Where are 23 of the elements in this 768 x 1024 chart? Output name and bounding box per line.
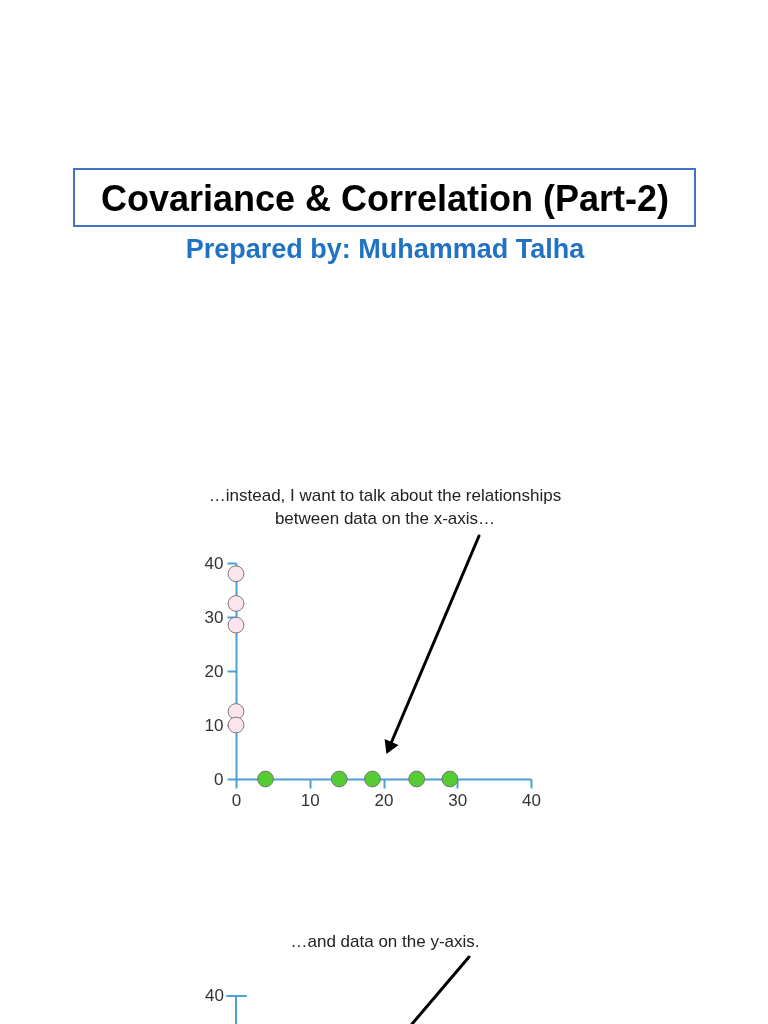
point [227, 716, 245, 734]
y-tick-label: 0 [214, 769, 224, 789]
point [441, 770, 459, 788]
point [330, 770, 348, 788]
y-tick-label: 20 [204, 661, 224, 681]
point [227, 595, 245, 612]
x-tick-label: 30 [448, 790, 468, 810]
x-tick-label: 20 [374, 790, 394, 810]
point [408, 770, 426, 788]
point [257, 770, 274, 788]
text: Covariance & Correlation (Part-2) [100, 178, 670, 219]
text: …and data on the y-axis. [290, 932, 480, 951]
text: …instead, I want to talk about the relationships between data on the x-axis… [208, 486, 562, 528]
x-tick-label: 40 [522, 790, 541, 810]
x-tick-label: 10 [300, 790, 320, 810]
y-tick-label: 40 [204, 553, 224, 573]
point [364, 770, 381, 788]
point [227, 703, 245, 720]
y-tick-label: 30 [204, 607, 224, 627]
text: Prepared by: Muhammad Talha [185, 234, 586, 264]
point [227, 616, 245, 634]
y-tick-label: 10 [204, 715, 224, 735]
x-tick-label: 0 [231, 790, 242, 810]
